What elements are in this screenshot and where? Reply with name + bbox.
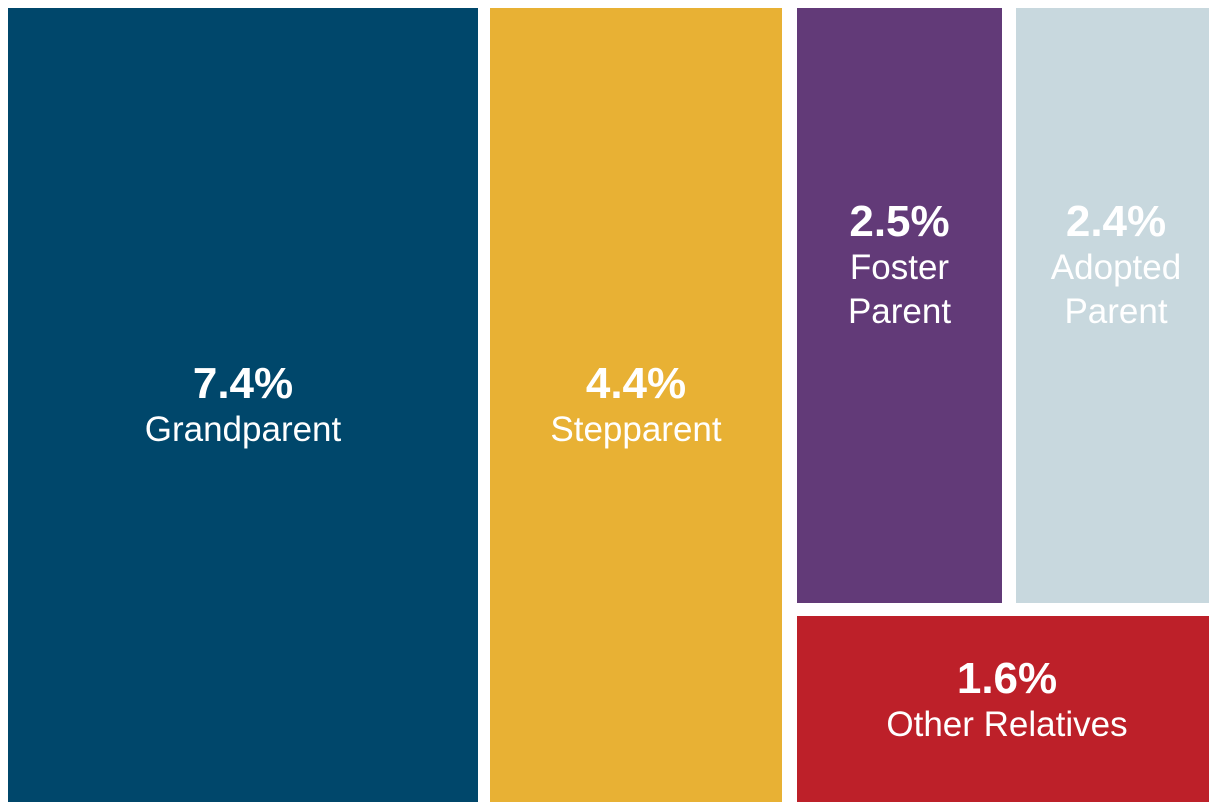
tile-text: 1.6% Other Relatives <box>817 655 1197 747</box>
category-label: Foster Parent <box>847 247 952 331</box>
tile-text: 2.5% Foster Parent <box>825 196 975 334</box>
category-label: Other Relatives <box>886 705 1128 744</box>
tile: 2.4% Adopted Parent <box>1016 8 1209 603</box>
tile: 1.6% Other Relatives <box>797 616 1209 802</box>
category-label: Adopted Parent <box>1050 247 1182 331</box>
value-label: 1.6% <box>956 654 1058 703</box>
category-label: Stepparent <box>550 410 722 449</box>
tile: 7.4% Grandparent <box>8 8 478 802</box>
tile: 2.5% Foster Parent <box>797 8 1002 603</box>
value-label: 2.4% <box>1065 196 1167 246</box>
category-label: Grandparent <box>144 410 342 449</box>
tile-text: 4.4% Stepparent <box>506 360 766 452</box>
value-label: 4.4% <box>585 359 687 408</box>
tile: 4.4% Stepparent <box>490 8 782 802</box>
value-label: 2.5% <box>849 196 950 246</box>
tile-text: 7.4% Grandparent <box>93 360 393 452</box>
tile-text: 2.4% Adopted Parent <box>1041 196 1191 334</box>
value-label: 7.4% <box>192 359 294 408</box>
